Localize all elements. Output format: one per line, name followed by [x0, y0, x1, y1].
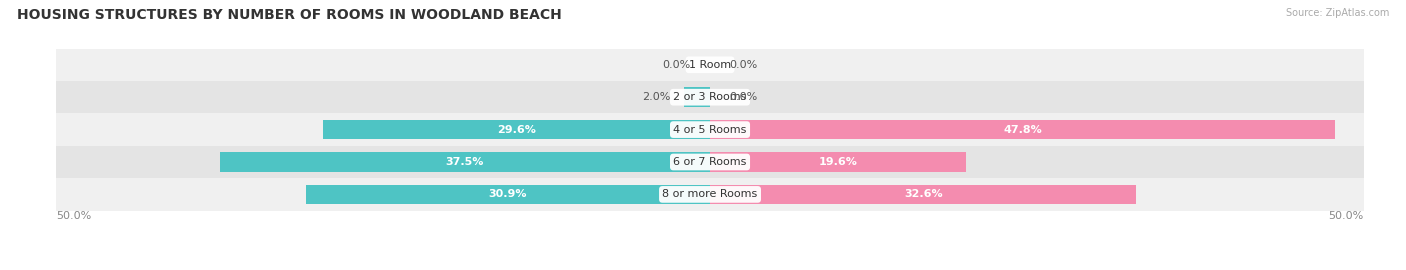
Bar: [56, 81, 1364, 113]
Text: 0.0%: 0.0%: [730, 60, 758, 70]
Text: 19.6%: 19.6%: [818, 157, 858, 167]
Bar: [219, 152, 710, 172]
Bar: [56, 178, 1364, 211]
Text: 47.8%: 47.8%: [1002, 124, 1042, 135]
Text: 0.0%: 0.0%: [730, 92, 758, 102]
Text: 4 or 5 Rooms: 4 or 5 Rooms: [673, 124, 747, 135]
Text: Source: ZipAtlas.com: Source: ZipAtlas.com: [1285, 8, 1389, 18]
Text: 2.0%: 2.0%: [643, 92, 671, 102]
Text: 50.0%: 50.0%: [56, 211, 91, 221]
Bar: [307, 185, 710, 204]
Bar: [710, 152, 966, 172]
Bar: [683, 87, 710, 107]
Text: 0.0%: 0.0%: [662, 60, 690, 70]
Text: 37.5%: 37.5%: [446, 157, 484, 167]
Text: HOUSING STRUCTURES BY NUMBER OF ROOMS IN WOODLAND BEACH: HOUSING STRUCTURES BY NUMBER OF ROOMS IN…: [17, 8, 561, 22]
Text: 2 or 3 Rooms: 2 or 3 Rooms: [673, 92, 747, 102]
Bar: [56, 49, 1364, 81]
Text: 29.6%: 29.6%: [498, 124, 536, 135]
Bar: [710, 185, 1136, 204]
Text: 8 or more Rooms: 8 or more Rooms: [662, 189, 758, 200]
Text: 32.6%: 32.6%: [904, 189, 942, 200]
Text: 6 or 7 Rooms: 6 or 7 Rooms: [673, 157, 747, 167]
Bar: [56, 146, 1364, 178]
Bar: [710, 120, 1336, 139]
Text: 1 Room: 1 Room: [689, 60, 731, 70]
Text: 30.9%: 30.9%: [489, 189, 527, 200]
Bar: [323, 120, 710, 139]
Bar: [56, 113, 1364, 146]
Text: 50.0%: 50.0%: [1329, 211, 1364, 221]
